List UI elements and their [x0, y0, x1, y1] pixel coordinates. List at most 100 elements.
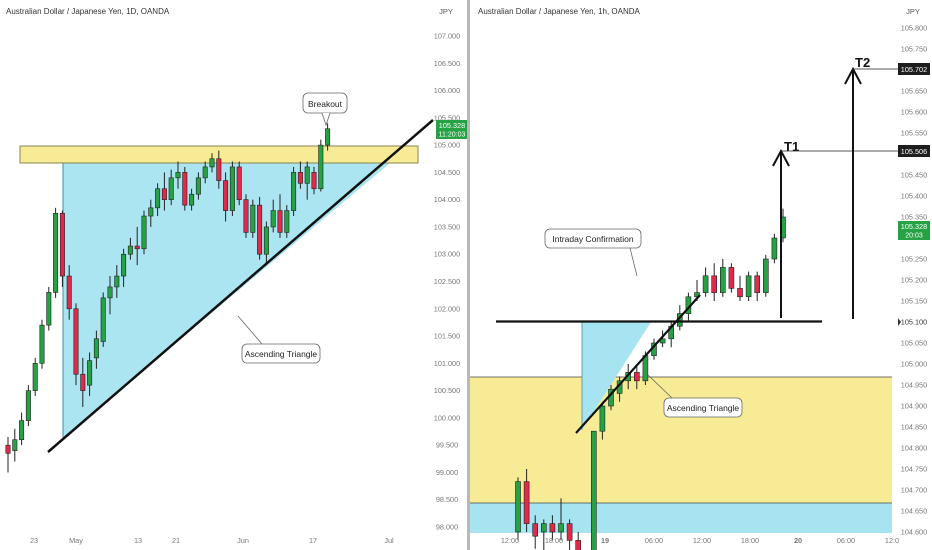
candle	[745, 275, 752, 298]
y-tick-label: 105.200	[901, 276, 927, 285]
candle	[515, 481, 521, 533]
y-tick-label: 104.750	[901, 465, 927, 474]
y-tick-label: 105.400	[901, 192, 927, 201]
candle	[39, 324, 45, 364]
panel-divider[interactable]	[467, 0, 470, 550]
candle	[558, 523, 564, 533]
chart-title: Australian Dollar / Japanese Yen, 1D, OA…	[6, 7, 170, 16]
x-tick-label: 19	[601, 536, 609, 545]
y-tick-label: 105.000	[434, 141, 460, 150]
y-tick-label: 105.150	[901, 297, 927, 306]
t1-label: T1	[784, 139, 799, 154]
y-tick-label: 99.000	[436, 468, 458, 477]
support-price: 105.100	[901, 318, 927, 327]
y-tick-label: 104.500	[434, 168, 460, 177]
countdown: 11:20:03	[439, 132, 466, 139]
candle	[93, 338, 99, 359]
intraday-confirmation-label: Intraday Confirmation	[552, 234, 634, 244]
candle	[318, 144, 324, 190]
x-tick-label: 18:00	[741, 536, 759, 545]
candle	[114, 275, 120, 288]
candle	[127, 245, 133, 255]
x-tick-label: Jun	[237, 536, 249, 545]
candle	[32, 363, 38, 391]
t1-price-badge	[898, 145, 930, 157]
candle	[243, 199, 249, 233]
candle	[161, 188, 167, 200]
x-tick-label: 12:0	[885, 536, 899, 545]
candle	[270, 210, 276, 228]
y-tick-label: 103.000	[434, 250, 460, 259]
y-tick-label: 105.600	[901, 108, 927, 117]
candle	[720, 267, 726, 293]
candle	[107, 286, 113, 299]
y-tick-label: 104.000	[434, 195, 460, 204]
candle	[155, 188, 161, 209]
daily-chart: Breakout Ascending Triangle Australian Dol…	[5, 7, 468, 545]
candle	[762, 258, 769, 293]
candle	[599, 405, 606, 432]
candle	[297, 172, 303, 184]
y-tick-label: 104.850	[901, 423, 927, 432]
candle	[46, 292, 52, 326]
triangle-callout-pointer	[647, 374, 673, 399]
last-price: 105.328	[901, 222, 927, 231]
candle	[702, 275, 709, 293]
candle	[575, 540, 581, 550]
candle	[711, 275, 717, 293]
chart-title: Australian Dollar / Japanese Yen, 1h, OA…	[478, 7, 641, 16]
candle	[523, 481, 530, 524]
candle	[257, 204, 263, 255]
y-tick-label: 105.650	[901, 87, 927, 96]
candle	[216, 158, 222, 181]
t2-price-badge	[898, 63, 930, 75]
y-tick-label: 105.000	[901, 360, 927, 369]
candle	[209, 158, 215, 168]
candle	[202, 166, 208, 179]
demand-zone	[470, 377, 892, 503]
y-tick-label: 104.800	[901, 444, 927, 453]
t1-price: 105.506	[901, 147, 927, 156]
support-marker-icon	[898, 318, 901, 326]
ascending-triangle-area	[582, 322, 651, 430]
y-tick-label: 103.500	[434, 222, 460, 231]
y-tick-label: 99.500	[436, 441, 458, 450]
y-tick-label: 105.750	[901, 45, 927, 54]
candle	[532, 523, 539, 537]
candle	[229, 166, 235, 211]
x-tick-label: Jul	[384, 536, 394, 545]
currency-label: JPY	[906, 7, 920, 16]
lower-cyan-zone	[470, 503, 892, 533]
y-tick-label: 100.000	[434, 413, 460, 422]
x-tick-label: 06:00	[837, 536, 855, 545]
candle	[223, 180, 229, 211]
x-tick-label: 23	[30, 536, 38, 545]
candle	[754, 275, 761, 293]
hourly-chart-panel[interactable]: T1 T2 Intraday Confirmation Ascending Trian…	[470, 0, 932, 550]
candle	[634, 372, 640, 382]
candle	[771, 237, 778, 260]
x-tick-label: 06:00	[645, 536, 663, 545]
y-tick-label: 101.000	[434, 359, 460, 368]
candle	[195, 177, 201, 195]
candle	[66, 275, 72, 310]
candle	[12, 439, 18, 451]
y-tick-label: 105.500	[434, 113, 460, 122]
y-tick-label: 105.450	[901, 171, 927, 180]
candle	[236, 166, 242, 200]
y-tick-label: 100.500	[434, 386, 460, 395]
currency-label: JPY	[439, 7, 453, 16]
candle	[168, 177, 174, 200]
candle	[134, 245, 140, 250]
candle	[175, 172, 181, 179]
daily-chart-panel[interactable]: Breakout Ascending Triangle Australian Dol…	[0, 0, 468, 550]
candle	[566, 523, 573, 541]
y-tick-label: 105.250	[901, 255, 927, 264]
intraday-callout	[544, 228, 642, 249]
y-tick-label: 105.550	[901, 129, 927, 138]
triangle-callout	[663, 397, 743, 418]
y-tick-label: 104.950	[901, 381, 927, 390]
y-tick-label: 102.000	[434, 304, 460, 313]
candle	[250, 204, 256, 233]
x-tick-label: 17	[309, 536, 317, 545]
